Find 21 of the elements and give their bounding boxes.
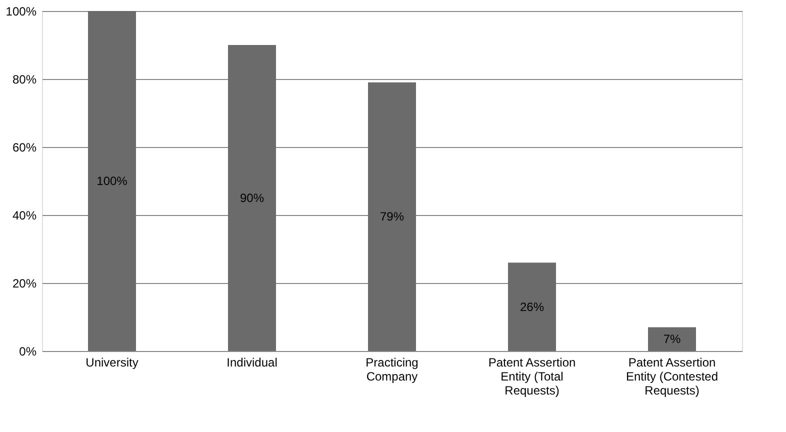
bar [228,45,276,351]
data-label: 90% [240,191,264,205]
y-tick-label: 100% [6,4,37,18]
bar [508,262,556,351]
bar [368,82,416,351]
y-tick-label: 60% [12,140,37,154]
bar [88,11,136,351]
y-tick-label: 80% [12,72,37,86]
x-tick-label: Patent Assertion Entity (Contested Requests) [626,356,718,398]
data-label: 100% [96,174,128,188]
x-tick-label: University [86,356,138,370]
data-label: 79% [380,210,404,224]
x-tick-label: Practicing Company [366,356,418,384]
y-tick-label: 20% [12,276,37,290]
x-tick-label: Individual [226,356,278,370]
bar [648,327,696,351]
y-tick-label: 40% [12,208,37,222]
x-tick-label: Patent Assertion Entity (Total Requests) [488,356,576,398]
y-tick-label: 0% [19,344,37,358]
data-label: 26% [520,300,544,314]
data-label: 7% [663,332,681,346]
